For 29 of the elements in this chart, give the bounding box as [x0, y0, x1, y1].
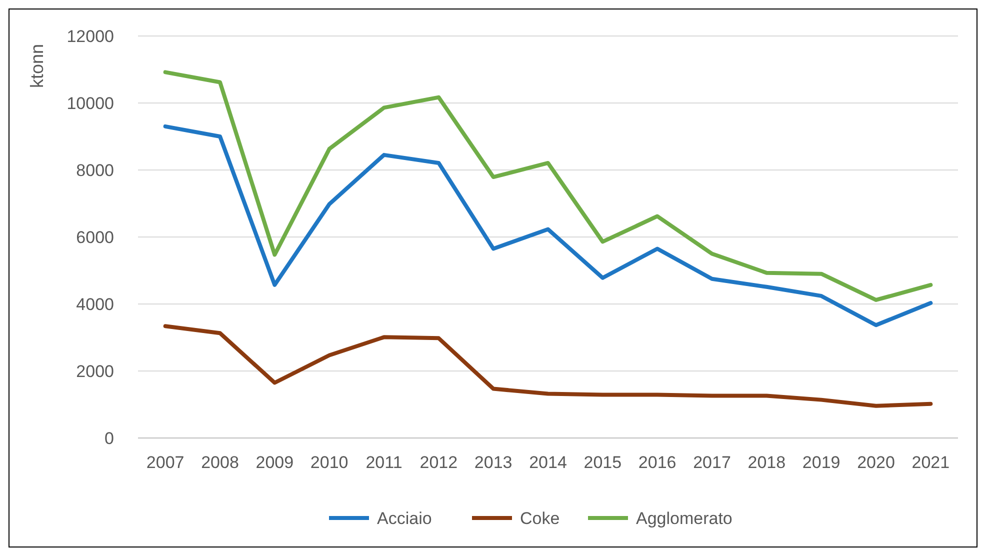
y-tick-label: 4000 [76, 294, 114, 314]
x-tick-label: 2018 [748, 453, 786, 472]
x-tick-label: 2020 [857, 453, 895, 472]
line-series [163, 124, 933, 328]
x-tick-label: 2013 [474, 453, 512, 472]
y-tick-label: 10000 [66, 94, 114, 113]
x-tick-label: 2009 [256, 453, 294, 472]
y-tick-label: 8000 [76, 160, 114, 180]
x-tick-label: 2008 [201, 453, 239, 472]
line-series [163, 70, 933, 302]
y-tick-label: 2000 [76, 362, 114, 381]
y-tick-label: 12000 [66, 26, 114, 46]
x-tick-label: 2017 [693, 453, 731, 472]
x-tick-label: 2015 [584, 453, 622, 472]
x-tick-label: 2016 [638, 453, 676, 472]
line-series [163, 324, 933, 408]
legend-label: Coke [520, 508, 560, 528]
y-axis-title: ktonn [27, 44, 47, 88]
x-tick-label: 2021 [912, 453, 950, 472]
y-tick-label: 0 [104, 428, 114, 448]
legend-label: Acciaio [377, 508, 432, 528]
x-tick-label: 2010 [310, 453, 348, 472]
x-tick-label: 2011 [366, 453, 402, 472]
x-tick-label: 2012 [420, 453, 458, 472]
x-tick-label: 2014 [529, 453, 567, 472]
x-tick-label: 2019 [802, 453, 840, 472]
y-tick-label: 6000 [76, 228, 114, 247]
legend-label: Agglomerato [636, 508, 732, 528]
x-tick-label: 2007 [146, 453, 184, 472]
